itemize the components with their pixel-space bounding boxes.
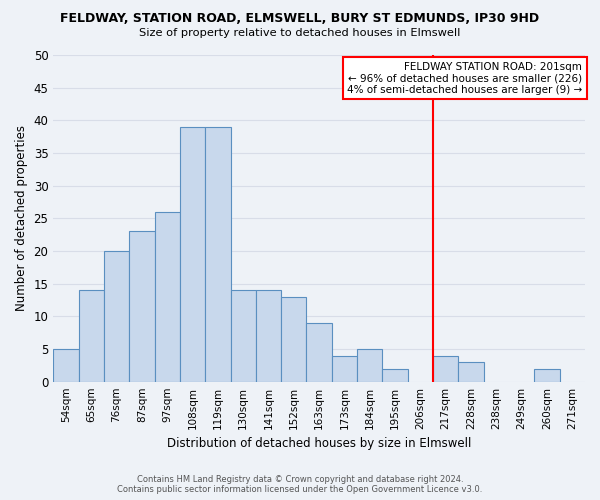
Bar: [180, 127, 205, 382]
Bar: [104, 251, 129, 382]
Text: Contains HM Land Registry data © Crown copyright and database right 2024.
Contai: Contains HM Land Registry data © Crown c…: [118, 474, 482, 494]
Y-axis label: Number of detached properties: Number of detached properties: [15, 126, 28, 312]
Bar: [332, 356, 357, 382]
Text: Size of property relative to detached houses in Elmswell: Size of property relative to detached ho…: [139, 28, 461, 38]
Bar: [458, 362, 484, 382]
Bar: [307, 323, 332, 382]
Text: FELDWAY STATION ROAD: 201sqm
← 96% of detached houses are smaller (226)
4% of se: FELDWAY STATION ROAD: 201sqm ← 96% of de…: [347, 62, 583, 94]
Text: FELDWAY, STATION ROAD, ELMSWELL, BURY ST EDMUNDS, IP30 9HD: FELDWAY, STATION ROAD, ELMSWELL, BURY ST…: [61, 12, 539, 26]
Bar: [79, 290, 104, 382]
Bar: [205, 127, 230, 382]
Bar: [230, 290, 256, 382]
Bar: [535, 368, 560, 382]
Bar: [129, 232, 155, 382]
Bar: [281, 296, 307, 382]
Bar: [382, 368, 408, 382]
Bar: [433, 356, 458, 382]
Bar: [53, 349, 79, 382]
Bar: [357, 349, 382, 382]
Bar: [155, 212, 180, 382]
X-axis label: Distribution of detached houses by size in Elmswell: Distribution of detached houses by size …: [167, 437, 472, 450]
Bar: [256, 290, 281, 382]
